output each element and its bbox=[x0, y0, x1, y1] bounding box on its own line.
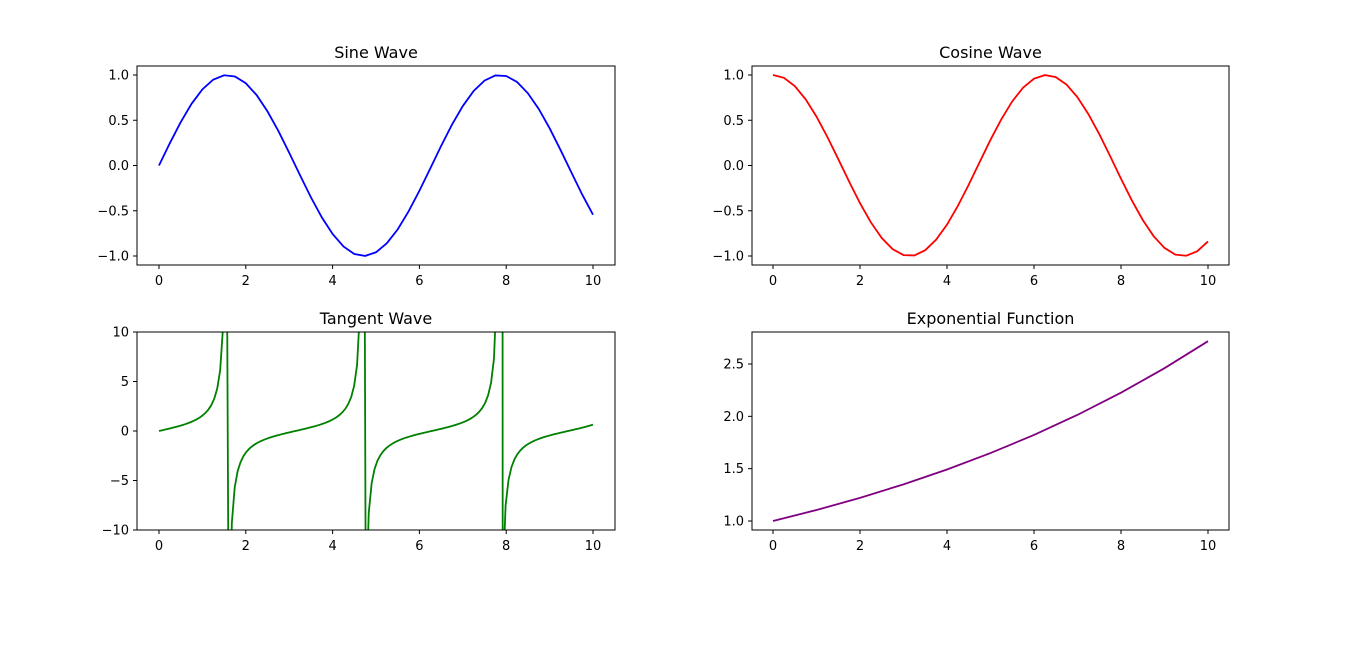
chart-title: Tangent Wave bbox=[319, 309, 432, 328]
chart-title: Sine Wave bbox=[334, 43, 418, 62]
x-tick-label: 6 bbox=[1030, 539, 1038, 554]
chart-title: Cosine Wave bbox=[939, 43, 1042, 62]
series-line bbox=[158, 74, 594, 257]
subplot-cosine-wave: Cosine Wave 0 2 4 6 8 10 −1.0 −0.5 0.0 0.5 1.0 bbox=[712, 43, 1230, 289]
series-line bbox=[772, 340, 1209, 522]
axes-frame bbox=[136, 331, 616, 531]
y-tick-label: 0.0 bbox=[723, 159, 744, 174]
x-tick-label: 2 bbox=[856, 539, 864, 554]
y-tick-label: 10 bbox=[112, 326, 129, 341]
x-tick-label: 2 bbox=[242, 539, 250, 554]
x-tick-label: 8 bbox=[502, 539, 510, 554]
y-tick-label: −0.5 bbox=[97, 204, 129, 219]
x-tick-label: 6 bbox=[1030, 274, 1038, 289]
y-tick-label: −0.5 bbox=[712, 204, 744, 219]
y-tick-label: −1.0 bbox=[97, 250, 129, 265]
y-tick-label: 0.5 bbox=[108, 114, 129, 129]
y-tick-label: 0.0 bbox=[108, 159, 129, 174]
axes-frame bbox=[751, 331, 1230, 531]
x-tick-label: 0 bbox=[769, 274, 777, 289]
y-tick-label: 5 bbox=[121, 375, 129, 390]
x-tick-label: 4 bbox=[328, 539, 336, 554]
x-tick-label: 6 bbox=[415, 539, 423, 554]
x-tick-label: 8 bbox=[1117, 274, 1125, 289]
y-tick-label: 1.0 bbox=[108, 69, 129, 84]
series-line bbox=[772, 74, 1209, 257]
subplot-sine-wave: Sine Wave 0 2 4 6 8 10 −1.0 −0.5 0.0 0.5 1.0 bbox=[97, 43, 616, 289]
subplot-tangent-wave: Tangent Wave 0 2 4 6 8 10 −10 −5 0 5 10 bbox=[102, 309, 616, 554]
y-tick-label: −5 bbox=[110, 474, 129, 489]
subplot-exponential-function: Exponential Function 0 2 4 6 8 10 1.0 1.5 2.0 2.5 bbox=[723, 309, 1230, 554]
axes-frame bbox=[136, 65, 616, 266]
series-line bbox=[158, 332, 594, 530]
x-tick-label: 0 bbox=[769, 539, 777, 554]
axes-frame bbox=[751, 65, 1230, 266]
x-tick-label: 10 bbox=[585, 274, 602, 289]
y-tick-label: 1.0 bbox=[723, 515, 744, 530]
x-tick-label: 8 bbox=[1117, 539, 1125, 554]
x-tick-label: 2 bbox=[242, 274, 250, 289]
x-tick-label: 4 bbox=[328, 274, 336, 289]
x-tick-label: 4 bbox=[943, 274, 951, 289]
y-tick-label: 2.5 bbox=[723, 358, 744, 373]
y-tick-label: 0 bbox=[121, 425, 129, 440]
x-tick-label: 8 bbox=[502, 274, 510, 289]
y-tick-label: 1.0 bbox=[723, 69, 744, 84]
y-tick-label: −10 bbox=[102, 524, 129, 539]
x-tick-label: 4 bbox=[943, 539, 951, 554]
y-tick-label: 1.5 bbox=[723, 462, 744, 477]
x-tick-label: 0 bbox=[155, 274, 163, 289]
chart-title: Exponential Function bbox=[907, 309, 1075, 328]
y-tick-label: −1.0 bbox=[712, 250, 744, 265]
x-tick-label: 10 bbox=[1200, 274, 1217, 289]
x-tick-label: 6 bbox=[415, 274, 423, 289]
x-tick-label: 2 bbox=[856, 274, 864, 289]
x-tick-label: 10 bbox=[1200, 539, 1217, 554]
x-tick-label: 0 bbox=[155, 539, 163, 554]
x-tick-label: 10 bbox=[585, 539, 602, 554]
y-tick-label: 0.5 bbox=[723, 114, 744, 129]
y-tick-label: 2.0 bbox=[723, 410, 744, 425]
